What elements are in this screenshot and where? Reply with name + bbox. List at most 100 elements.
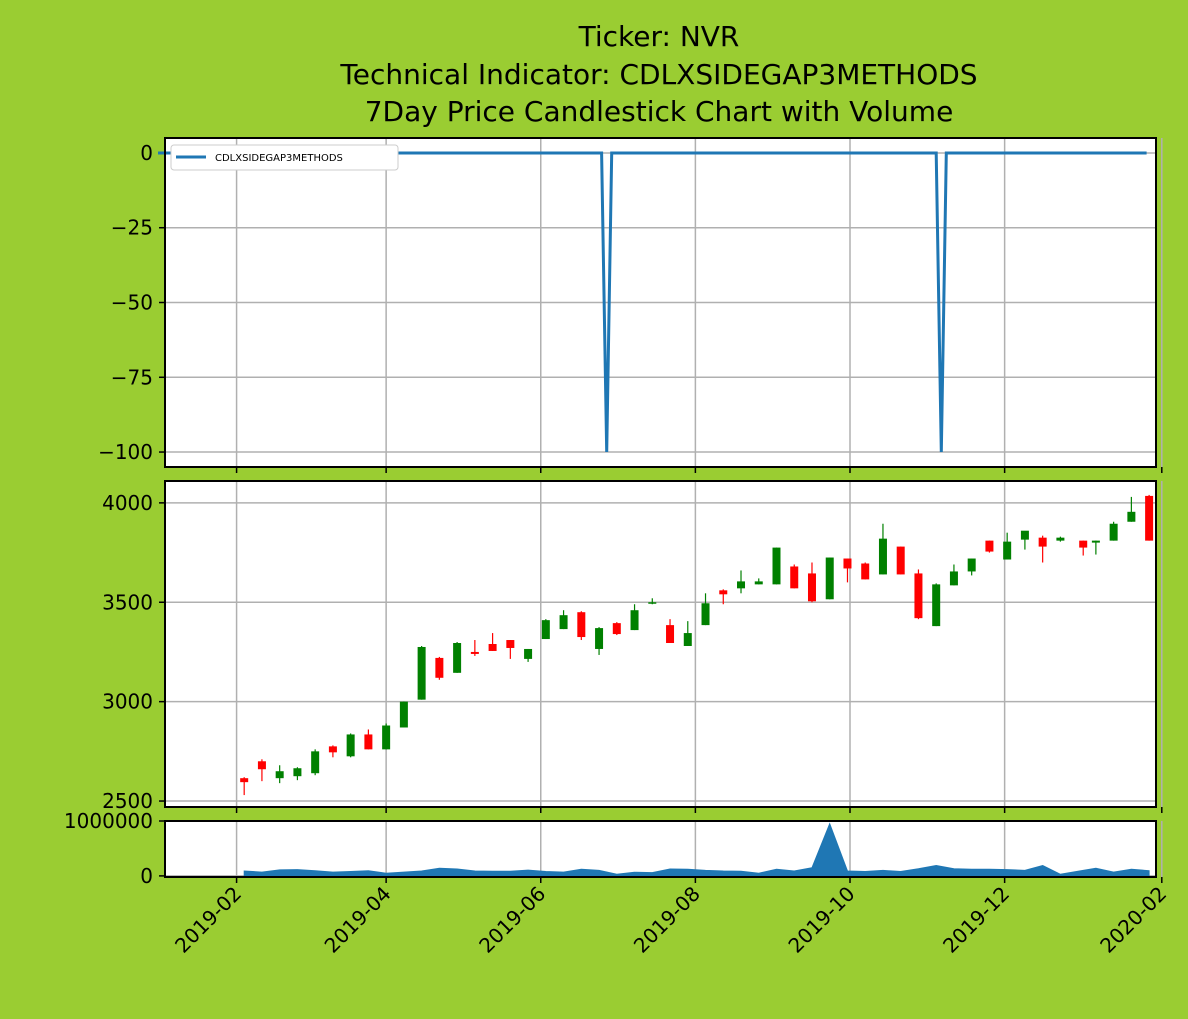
candle-body <box>311 751 320 774</box>
candle-15 <box>506 640 515 659</box>
candle-body <box>346 734 355 757</box>
candle-33 <box>825 557 834 600</box>
candle-body <box>399 701 408 728</box>
candle-47 <box>1079 540 1088 556</box>
candle-body <box>772 547 781 585</box>
volume-panel: 0 1000000 <box>64 809 1163 888</box>
candle-26 <box>701 593 710 626</box>
candle-body <box>470 651 479 654</box>
candle-11 <box>435 656 444 680</box>
indicator-ytick-label-3: −75 <box>111 365 153 389</box>
candle-30 <box>772 547 781 585</box>
candle-body <box>1109 523 1118 541</box>
candle-51 <box>1145 494 1154 541</box>
price-ytick-label-2: 3500 <box>102 590 153 614</box>
candle-body <box>559 615 568 630</box>
title-line-3: 7Day Price Candlestick Chart with Volume <box>365 95 954 128</box>
candle-body <box>1127 511 1136 522</box>
x-tick-label-6: 2020-02 <box>1095 882 1171 958</box>
candle-31 <box>790 564 799 589</box>
candle-body <box>630 610 639 631</box>
x-tick-label-4: 2019-10 <box>783 882 859 958</box>
candle-body <box>896 546 905 575</box>
candle-50 <box>1127 496 1136 522</box>
candle-27 <box>719 589 728 605</box>
candle-body <box>701 603 710 626</box>
candle-49 <box>1109 521 1118 541</box>
candle-body <box>985 540 994 552</box>
candle-37 <box>896 546 905 575</box>
indicator-frame <box>164 137 1157 468</box>
price-panel: 2500 3000 3500 4000 <box>102 480 1163 813</box>
candle-body <box>1091 540 1100 543</box>
volume-frame <box>164 820 1157 878</box>
volume-area <box>243 822 1150 877</box>
candle-5 <box>328 745 337 758</box>
candle-body <box>453 643 462 673</box>
candle-body <box>666 625 675 644</box>
indicator-series-line <box>158 151 1147 453</box>
candle-body <box>719 590 728 595</box>
candle-19 <box>577 611 586 641</box>
candle-body <box>382 725 391 750</box>
candle-2 <box>275 765 284 784</box>
candle-36 <box>878 523 887 575</box>
candle-3 <box>293 767 302 781</box>
candle-body <box>807 573 816 602</box>
candle-44 <box>1020 530 1029 550</box>
chart-title: Ticker: NVR Technical Indicator: CDLXSID… <box>339 20 977 128</box>
candle-body <box>435 657 444 678</box>
candle-body <box>683 633 692 646</box>
candle-body <box>1145 495 1154 541</box>
candle-body <box>577 612 586 638</box>
candle-body <box>932 584 941 627</box>
candle-20 <box>595 627 604 655</box>
candle-body <box>293 768 302 777</box>
candle-body <box>488 644 497 651</box>
candle-body <box>967 558 976 572</box>
candle-body <box>275 771 284 779</box>
volume-plot-area <box>165 821 1156 877</box>
candle-body <box>1003 541 1012 560</box>
candle-39 <box>932 583 941 627</box>
candle-body <box>949 571 958 586</box>
candle-body <box>914 573 923 619</box>
candle-6 <box>346 733 355 758</box>
candle-22 <box>630 604 639 631</box>
candle-body <box>524 648 533 659</box>
candle-1 <box>257 759 266 782</box>
candle-body <box>257 761 266 770</box>
candle-body <box>825 557 834 600</box>
x-tick-label-5: 2019-12 <box>938 882 1014 958</box>
candle-0 <box>240 777 249 796</box>
candle-body <box>1020 530 1029 540</box>
candle-24 <box>666 619 675 644</box>
candle-21 <box>612 622 621 636</box>
candle-body <box>612 623 621 635</box>
candle-41 <box>967 558 976 576</box>
candle-34 <box>843 558 852 583</box>
candle-23 <box>648 598 657 605</box>
indicator-legend: CDLXSIDEGAP3METHODS <box>170 144 399 171</box>
candle-32 <box>807 562 816 603</box>
candle-body <box>1079 540 1088 548</box>
candle-body <box>595 628 604 649</box>
price-ytick-label-1: 3000 <box>102 690 153 714</box>
price-ytick-label-0: 2500 <box>102 789 153 813</box>
candle-16 <box>524 648 533 662</box>
candle-42 <box>985 540 994 553</box>
legend-box <box>170 144 399 171</box>
candle-10 <box>417 645 426 700</box>
candle-body <box>878 538 887 575</box>
indicator-ytick-label-1: −25 <box>111 216 153 240</box>
candle-7 <box>364 729 373 750</box>
candle-45 <box>1038 535 1047 563</box>
candle-40 <box>949 564 958 586</box>
candle-35 <box>861 562 870 580</box>
candle-13 <box>470 640 479 656</box>
volume-ytick-label-1: 1000000 <box>64 809 153 833</box>
candle-8 <box>382 723 391 750</box>
x-tick-label-1: 2019-04 <box>320 882 396 958</box>
x-tick-label-2: 2019-06 <box>474 882 550 958</box>
